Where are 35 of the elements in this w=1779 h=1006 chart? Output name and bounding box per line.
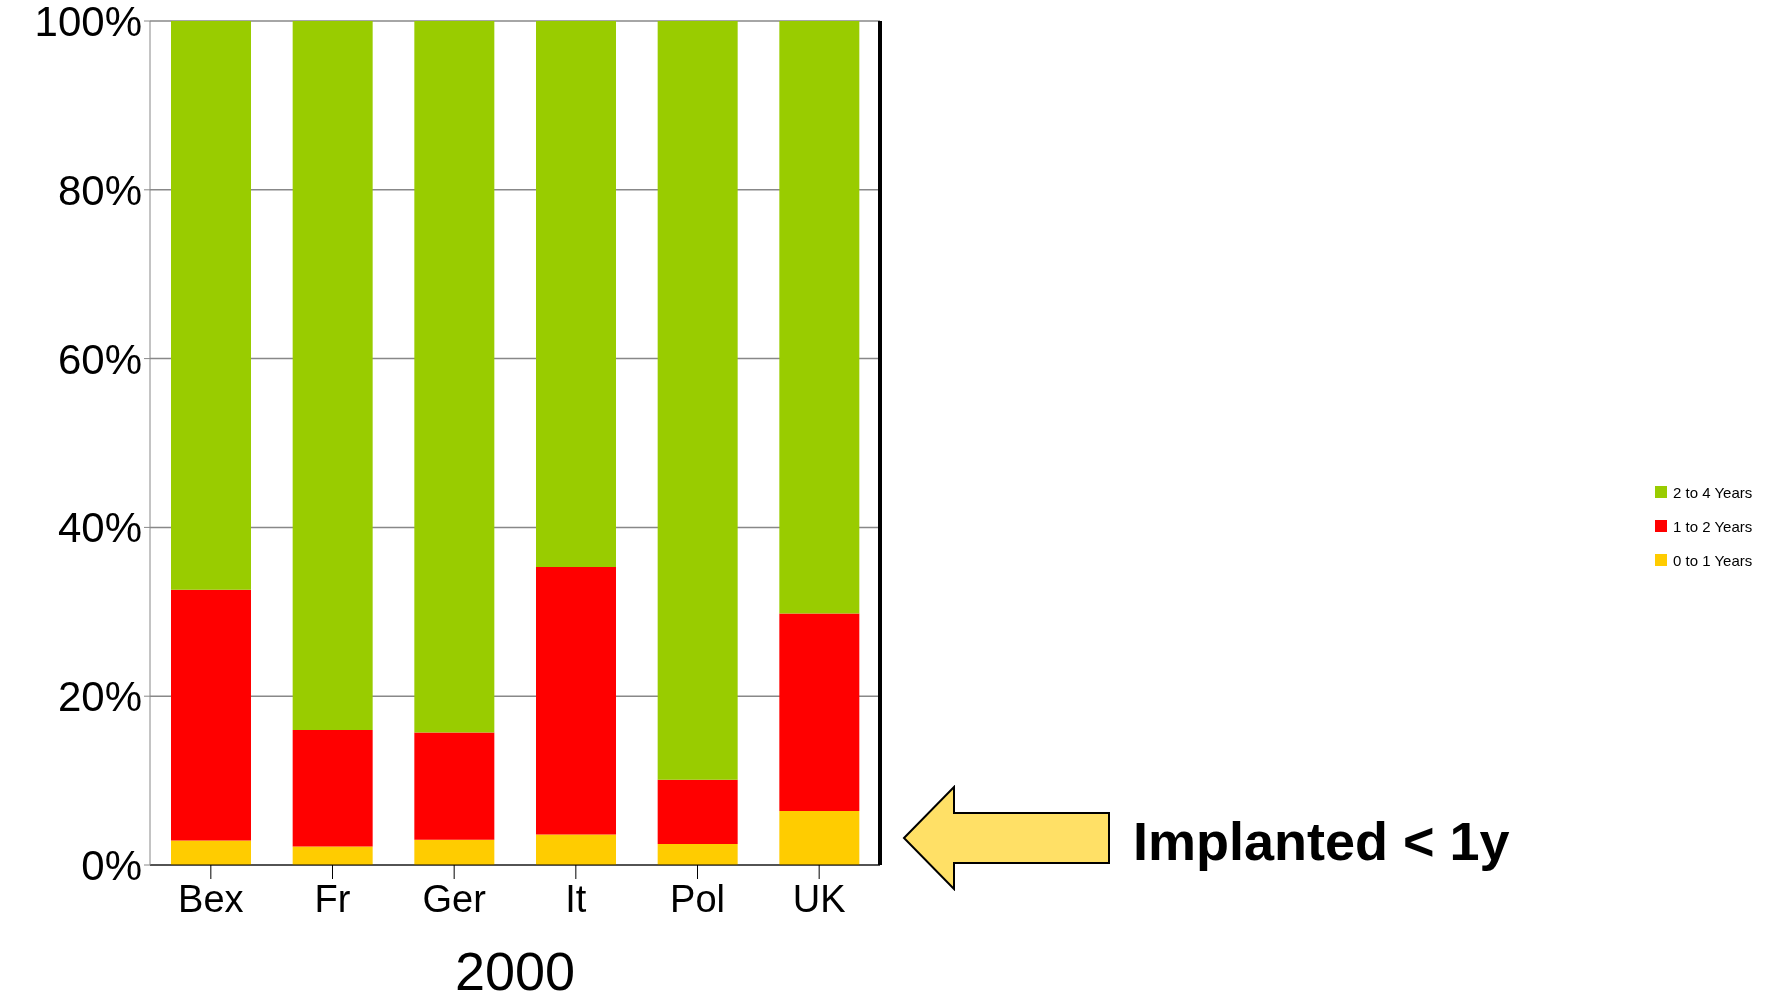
bar (779, 810, 860, 865)
bar (414, 21, 495, 733)
x-tick-label: Pol (670, 877, 725, 920)
bar (292, 21, 373, 730)
y-tick-label: 100% (34, 0, 142, 45)
bar (171, 840, 251, 865)
bar (536, 834, 616, 865)
y-tick-label: 60% (57, 335, 142, 383)
bar (657, 21, 738, 780)
y-tick-label: 80% (57, 166, 142, 214)
bar (657, 779, 738, 844)
bar (779, 21, 860, 614)
bar (536, 21, 616, 568)
bar (414, 732, 495, 840)
text: Implanted < 1y (1133, 810, 1510, 872)
y-tick-label: 20% (57, 673, 142, 721)
y-tick-label: 0% (81, 841, 142, 889)
legend-label: 2 to 4 Years (1673, 483, 1753, 501)
bar (292, 729, 373, 847)
legend-label: 0 to 1 Years (1673, 551, 1753, 569)
bar (779, 613, 860, 811)
legend-label: 1 to 2 Years (1673, 517, 1753, 535)
bar (657, 843, 738, 865)
bar (171, 589, 251, 841)
bar (171, 21, 251, 590)
x-axis-title: 2000 (454, 941, 576, 1001)
bar (536, 567, 616, 835)
x-tick-label: Fr (314, 877, 351, 920)
bar (414, 839, 495, 865)
x-tick-label: Bex (178, 877, 244, 920)
y-tick-label: 40% (57, 504, 142, 552)
x-tick-label: It (565, 877, 587, 920)
bar (292, 846, 373, 865)
x-tick-label: UK (792, 877, 846, 920)
x-tick-label: Ger (422, 877, 487, 920)
